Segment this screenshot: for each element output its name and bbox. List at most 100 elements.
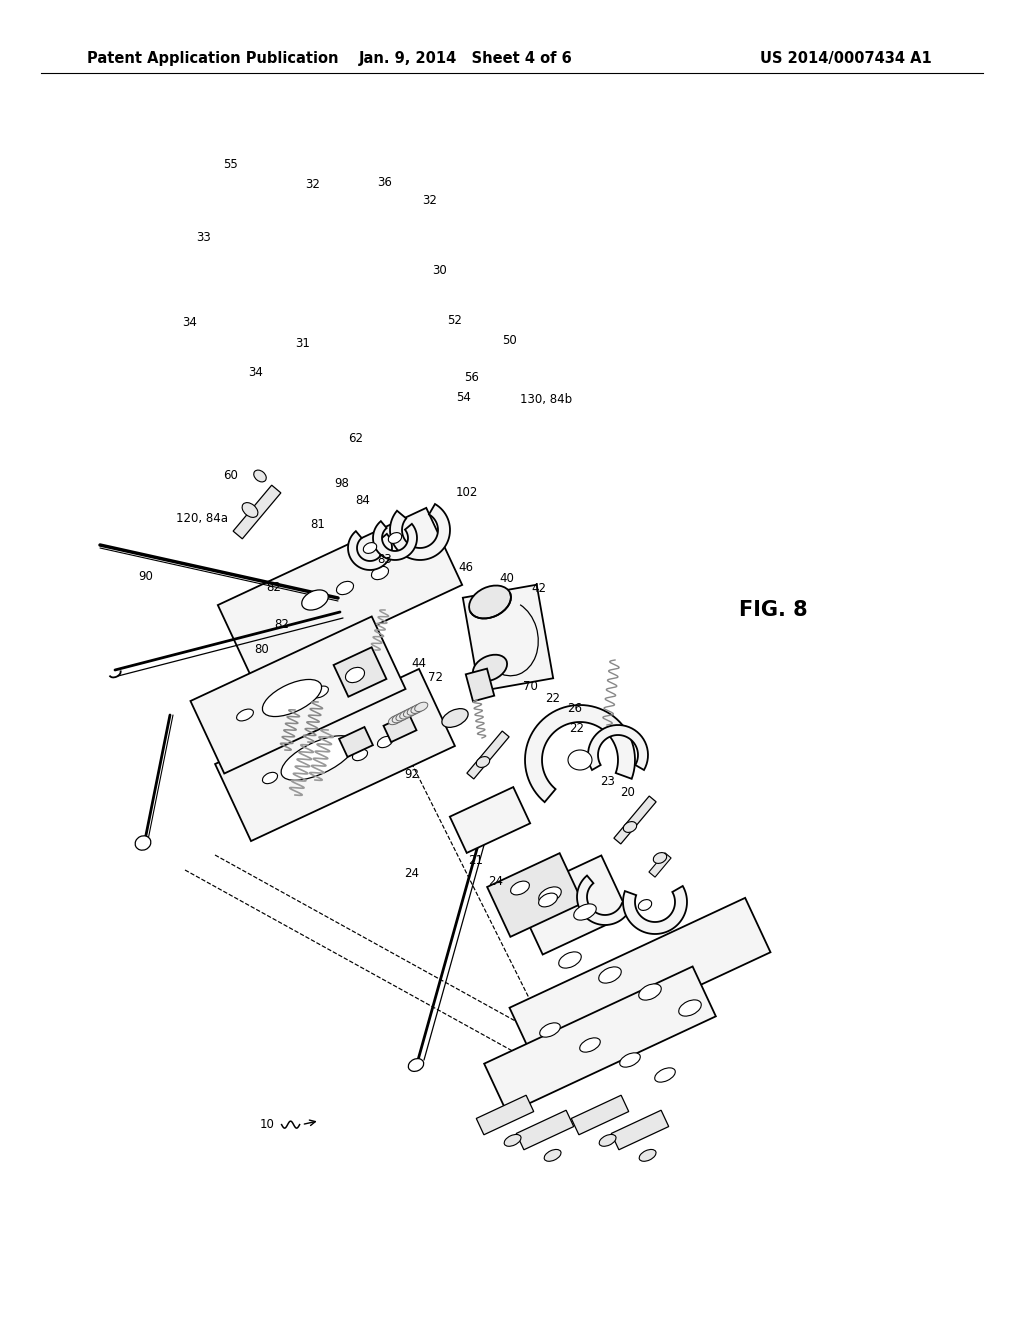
Ellipse shape	[408, 706, 420, 715]
Text: 102: 102	[456, 486, 478, 499]
Ellipse shape	[638, 900, 651, 911]
Text: 46: 46	[459, 561, 474, 574]
Text: 120, 84a: 120, 84a	[176, 512, 228, 525]
Ellipse shape	[337, 581, 353, 594]
Ellipse shape	[639, 983, 662, 1001]
Polygon shape	[525, 705, 635, 803]
Text: 62: 62	[348, 432, 364, 445]
Polygon shape	[611, 1110, 669, 1150]
Text: 22: 22	[569, 722, 585, 735]
Text: 98: 98	[334, 477, 349, 490]
Ellipse shape	[388, 532, 401, 544]
Text: 42: 42	[531, 582, 547, 595]
Text: 50: 50	[502, 334, 516, 347]
Polygon shape	[390, 504, 450, 560]
Ellipse shape	[639, 1150, 656, 1162]
Text: 10: 10	[259, 1118, 274, 1131]
Polygon shape	[623, 886, 687, 935]
Polygon shape	[571, 1096, 629, 1135]
Text: 130, 84b: 130, 84b	[520, 393, 572, 407]
Text: 26: 26	[567, 702, 583, 715]
Ellipse shape	[442, 709, 468, 727]
Ellipse shape	[624, 821, 637, 833]
Text: 84: 84	[355, 494, 371, 507]
Text: 32: 32	[305, 178, 321, 191]
Text: 56: 56	[464, 371, 479, 384]
Text: 90: 90	[138, 570, 154, 583]
Polygon shape	[613, 796, 656, 843]
Ellipse shape	[476, 756, 489, 767]
Ellipse shape	[403, 708, 417, 717]
Polygon shape	[588, 725, 648, 770]
Ellipse shape	[345, 668, 365, 682]
Polygon shape	[339, 727, 373, 756]
Polygon shape	[467, 731, 509, 779]
Text: 52: 52	[447, 314, 463, 327]
Text: 54: 54	[456, 391, 471, 404]
Ellipse shape	[620, 1053, 640, 1067]
Text: 24: 24	[404, 867, 420, 880]
Polygon shape	[215, 669, 455, 841]
Polygon shape	[484, 966, 716, 1114]
Text: 83: 83	[377, 553, 391, 566]
Ellipse shape	[254, 470, 266, 482]
Ellipse shape	[242, 503, 258, 517]
Ellipse shape	[511, 882, 529, 895]
Text: 33: 33	[197, 231, 211, 244]
Text: 55: 55	[223, 158, 238, 172]
Ellipse shape	[599, 1134, 616, 1146]
Polygon shape	[515, 855, 629, 954]
Ellipse shape	[679, 999, 701, 1016]
Ellipse shape	[504, 1134, 521, 1146]
Text: 30: 30	[432, 264, 446, 277]
Text: 70: 70	[523, 680, 539, 693]
Text: FIG. 8: FIG. 8	[738, 599, 808, 620]
Text: 80: 80	[254, 643, 268, 656]
Text: 34: 34	[248, 366, 263, 379]
Text: US 2014/0007434 A1: US 2014/0007434 A1	[760, 51, 932, 66]
Text: 72: 72	[428, 671, 443, 684]
Ellipse shape	[237, 709, 253, 721]
Polygon shape	[233, 486, 281, 539]
Ellipse shape	[352, 750, 368, 760]
Ellipse shape	[573, 904, 596, 920]
Polygon shape	[190, 616, 406, 774]
Polygon shape	[334, 647, 386, 697]
Text: Patent Application Publication: Patent Application Publication	[87, 51, 339, 66]
Polygon shape	[348, 531, 392, 570]
Polygon shape	[463, 585, 553, 692]
Polygon shape	[450, 787, 530, 853]
Ellipse shape	[271, 700, 289, 711]
Ellipse shape	[599, 966, 622, 983]
Ellipse shape	[262, 772, 278, 784]
Polygon shape	[487, 853, 583, 937]
Ellipse shape	[282, 735, 355, 780]
Text: 23: 23	[600, 775, 615, 788]
Ellipse shape	[654, 1068, 675, 1082]
Text: 21: 21	[468, 854, 483, 867]
Ellipse shape	[311, 686, 329, 698]
Text: 22: 22	[545, 692, 560, 705]
Ellipse shape	[262, 680, 322, 717]
Polygon shape	[466, 669, 495, 701]
Ellipse shape	[135, 836, 151, 850]
Text: 24: 24	[488, 875, 504, 888]
Ellipse shape	[411, 704, 424, 713]
Ellipse shape	[364, 543, 377, 553]
Ellipse shape	[559, 952, 582, 968]
Ellipse shape	[396, 711, 409, 721]
Text: 60: 60	[223, 469, 239, 482]
Ellipse shape	[415, 702, 428, 711]
Ellipse shape	[539, 894, 557, 907]
Ellipse shape	[372, 566, 388, 579]
Text: Jan. 9, 2014   Sheet 4 of 6: Jan. 9, 2014 Sheet 4 of 6	[359, 51, 572, 66]
Text: 82: 82	[266, 581, 282, 594]
Ellipse shape	[473, 655, 507, 681]
Polygon shape	[218, 508, 462, 682]
Text: 34: 34	[182, 315, 198, 329]
Polygon shape	[577, 875, 632, 925]
Polygon shape	[476, 1096, 534, 1135]
Ellipse shape	[302, 590, 329, 610]
Text: 82: 82	[274, 618, 290, 631]
Ellipse shape	[568, 750, 592, 770]
